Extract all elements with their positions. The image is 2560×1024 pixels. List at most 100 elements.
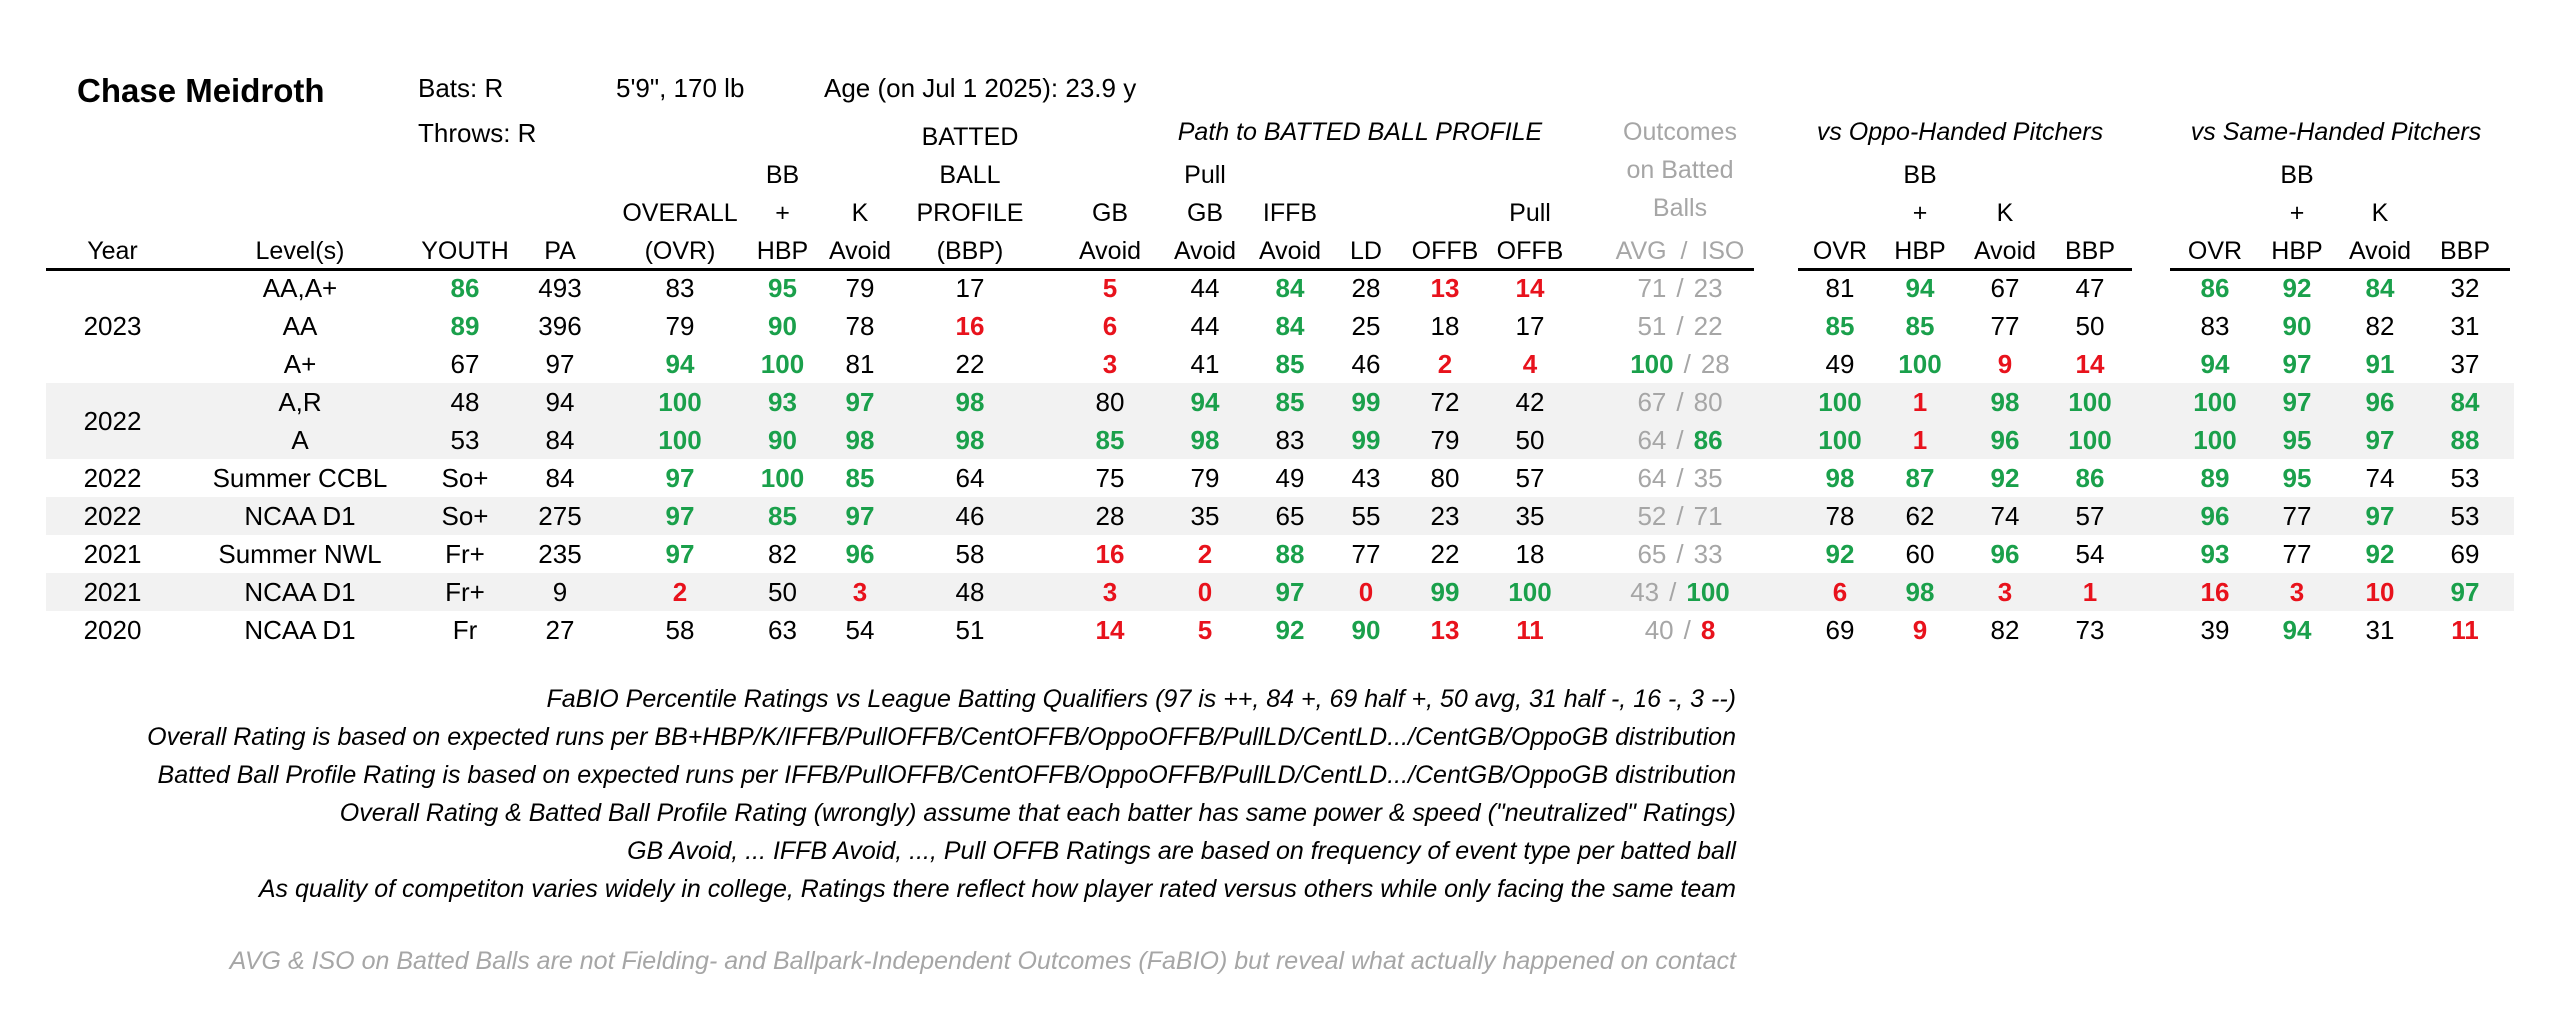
- cell-s-bbp: 31: [2450, 311, 2480, 341]
- cell-s-bb: 77: [2282, 501, 2312, 531]
- cell-poffb: 18: [1515, 539, 1545, 569]
- col-poffb-1: Pull: [1509, 199, 1551, 227]
- header-rule-main: [46, 268, 1754, 271]
- col-k-1: K: [851, 199, 869, 227]
- cell-iffb: 85: [1275, 387, 1305, 417]
- col-pgb-3: Avoid: [1173, 237, 1237, 265]
- cell-bb: 50: [768, 577, 797, 607]
- cell-gb: 3: [1102, 349, 1118, 379]
- cell-avg-iso: 64 / 35: [1600, 459, 1760, 497]
- col-same-bb-2: +: [2289, 199, 2305, 227]
- note-line: As quality of competiton varies widely i…: [258, 875, 1736, 903]
- cell-ovr: 97: [665, 501, 695, 531]
- cell-o-k: 3: [1997, 577, 2013, 607]
- cell-s-ovr: 86: [2200, 273, 2230, 303]
- cell-bb: 63: [768, 615, 797, 645]
- cell-o-ovr: 100: [1818, 387, 1862, 417]
- cell-s-bbp: 88: [2450, 425, 2480, 455]
- iso-value: 33: [1693, 539, 1723, 569]
- cell-offb: 2: [1437, 349, 1453, 379]
- col-bb-3: HBP: [756, 237, 809, 265]
- cell-s-ovr: 100: [2193, 425, 2237, 455]
- cell-gb: 75: [1095, 463, 1125, 493]
- cell-year: 2021: [83, 539, 142, 569]
- cell-s-bb: 92: [2282, 273, 2312, 303]
- cell-o-bbp: 14: [2075, 349, 2105, 379]
- cell-youth: 67: [450, 349, 480, 379]
- avg-iso-separator: /: [1676, 463, 1684, 493]
- cell-avg-iso: 100 / 28: [1600, 345, 1760, 383]
- cell-o-ovr: 85: [1825, 311, 1855, 341]
- avg-value: 43: [1630, 577, 1660, 607]
- iso-value: 23: [1693, 273, 1723, 303]
- cell-poffb: 57: [1515, 463, 1545, 493]
- cell-iffb: 84: [1275, 311, 1305, 341]
- cell-bb: 100: [760, 463, 805, 493]
- cell-poffb: 42: [1515, 387, 1545, 417]
- cell-k: 78: [845, 311, 875, 341]
- cell-youth: 86: [450, 273, 480, 303]
- col-poffb-2: OFFB: [1496, 237, 1564, 265]
- cell-poffb: 17: [1515, 311, 1545, 341]
- avg-iso-separator: /: [1683, 349, 1691, 379]
- cell-ld: 25: [1351, 311, 1381, 341]
- cell-pa: 27: [545, 615, 575, 645]
- cell-ovr: 2: [672, 577, 688, 607]
- cell-bbp: 98: [955, 387, 985, 417]
- cell-s-k: 96: [2365, 387, 2395, 417]
- cell-o-bb: 100: [1898, 349, 1942, 379]
- cell-bb: 95: [768, 273, 797, 303]
- cell-s-ovr: 89: [2200, 463, 2230, 493]
- cell-level: A: [291, 425, 309, 455]
- cell-gb: 16: [1095, 539, 1125, 569]
- cell-ld: 43: [1351, 463, 1381, 493]
- col-ovr-1: OVERALL: [622, 199, 738, 227]
- outcomes-header-1: Outcomes: [1623, 118, 1737, 146]
- cell-pa: 9: [552, 577, 568, 607]
- cell-o-bb: 62: [1905, 501, 1935, 531]
- cell-s-k: 74: [2365, 463, 2395, 493]
- cell-bb: 82: [768, 539, 797, 569]
- cell-s-bb: 94: [2282, 615, 2312, 645]
- cell-pa: 275: [538, 501, 582, 531]
- avg-value: 64: [1637, 463, 1667, 493]
- iso-value: 8: [1700, 615, 1716, 645]
- cell-iffb: 92: [1275, 615, 1305, 645]
- cell-pa: 396: [538, 311, 582, 341]
- cell-k: 79: [845, 273, 875, 303]
- cell-pgb: 41: [1190, 349, 1220, 379]
- cell-s-k: 97: [2365, 501, 2395, 531]
- cell-bb: 90: [768, 311, 797, 341]
- cell-s-bb: 3: [2289, 577, 2305, 607]
- cell-s-bb: 77: [2282, 539, 2312, 569]
- cell-s-k: 10: [2365, 577, 2395, 607]
- cell-bbp: 46: [955, 501, 985, 531]
- col-k-2: Avoid: [828, 237, 892, 265]
- col-oppo-k-1: K: [1996, 199, 2014, 227]
- col-same-k-1: K: [2371, 199, 2389, 227]
- note-line: GB Avoid, ... IFFB Avoid, ..., Pull OFFB…: [627, 837, 1736, 865]
- cell-poffb: 14: [1515, 273, 1545, 303]
- cell-level: AA,A+: [262, 273, 338, 303]
- cell-pgb: 98: [1190, 425, 1220, 455]
- cell-avg-iso: 51 / 22: [1600, 307, 1760, 345]
- outcomes-header-2: on Batted: [1626, 156, 1734, 184]
- cell-pgb: 0: [1197, 577, 1213, 607]
- cell-iffb: 84: [1275, 273, 1305, 303]
- cell-youth: So+: [441, 501, 489, 531]
- cell-level: Summer NWL: [218, 539, 382, 569]
- cell-gb: 6: [1102, 311, 1118, 341]
- cell-level: Summer CCBL: [212, 463, 388, 493]
- cell-pgb: 44: [1190, 273, 1220, 303]
- cell-pgb: 35: [1190, 501, 1220, 531]
- cell-s-k: 92: [2365, 539, 2395, 569]
- cell-o-k: 9: [1997, 349, 2013, 379]
- cell-offb: 22: [1430, 539, 1460, 569]
- cell-youth: 89: [450, 311, 480, 341]
- col-level: Level(s): [255, 237, 345, 265]
- cell-s-bb: 95: [2282, 425, 2312, 455]
- row-band: [46, 421, 2514, 459]
- cell-avg-iso: 65 / 33: [1600, 535, 1760, 573]
- cell-o-bbp: 73: [2075, 615, 2105, 645]
- cell-o-bbp: 100: [2068, 387, 2112, 417]
